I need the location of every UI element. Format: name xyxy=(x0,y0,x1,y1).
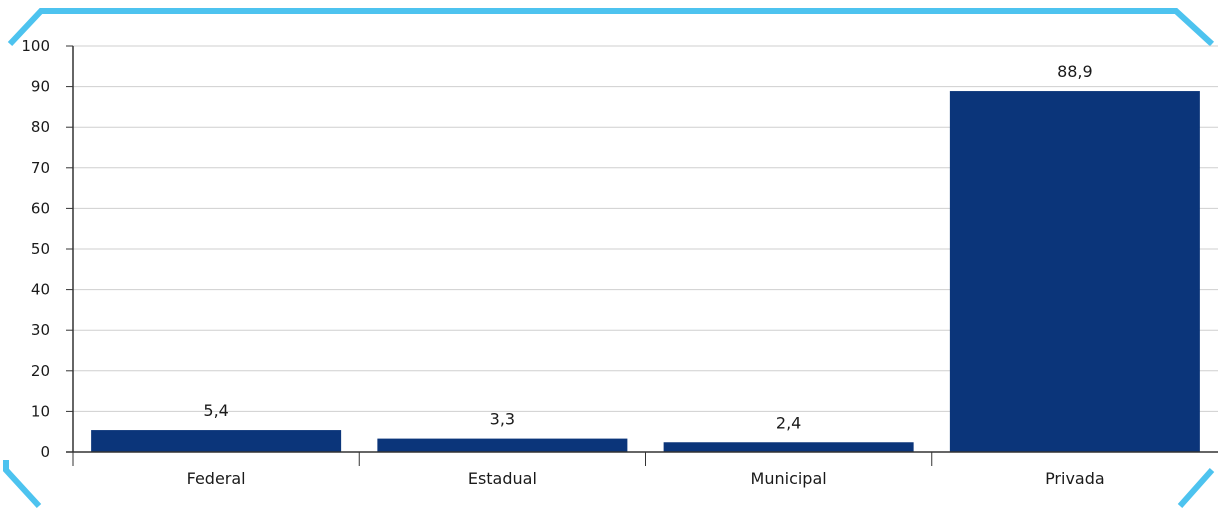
y-tick-label: 20 xyxy=(31,362,50,380)
y-tick-label: 70 xyxy=(31,159,50,177)
bar-municipal xyxy=(663,442,914,452)
bar-federal xyxy=(91,430,342,452)
y-tick-label: 60 xyxy=(31,199,50,217)
y-tick-label: 80 xyxy=(31,118,50,136)
y-tick-label: 90 xyxy=(31,78,50,96)
y-tick-label: 40 xyxy=(31,281,50,299)
y-tick-label: 0 xyxy=(40,443,50,461)
x-tick-label: Estadual xyxy=(468,469,537,488)
y-tick-label: 50 xyxy=(31,240,50,258)
x-tick-label: Municipal xyxy=(751,469,827,488)
data-label: 88,9 xyxy=(1057,62,1093,81)
data-label: 3,3 xyxy=(490,410,515,429)
y-tick-label: 30 xyxy=(31,321,50,339)
x-tick-label: Federal xyxy=(187,469,246,488)
data-label: 5,4 xyxy=(203,401,228,420)
x-tick-label: Privada xyxy=(1045,469,1105,488)
chart-frame xyxy=(3,8,1215,509)
bar-privada xyxy=(949,91,1200,452)
bars xyxy=(91,91,1200,452)
y-tick-label: 10 xyxy=(31,402,50,420)
y-tick-label: 100 xyxy=(21,37,50,55)
bar-estadual xyxy=(377,438,628,452)
axes xyxy=(66,45,1218,466)
data-label: 2,4 xyxy=(776,413,801,432)
labels: 0 10 20 30 40 50 60 70 80 90 100 5,4 Federal 3,3 Estad… xyxy=(21,37,1104,488)
